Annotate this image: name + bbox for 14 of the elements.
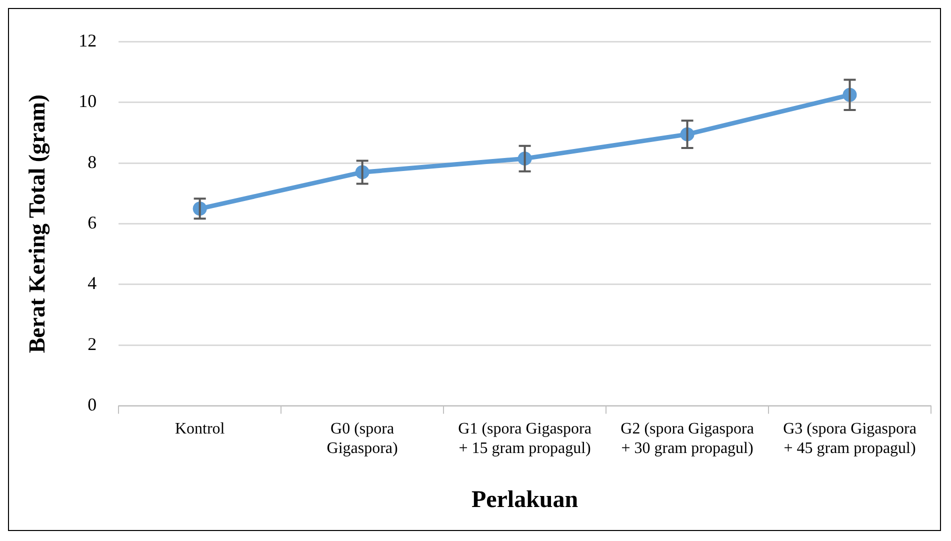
x-axis-title: Perlakuan bbox=[471, 486, 578, 513]
y-tick-label: 8 bbox=[88, 152, 97, 172]
x-tick-label: G3 (spora Gigaspora + 45 gram propagul) bbox=[783, 420, 916, 457]
x-tick-label: G2 (spora Gigaspora + 30 gram propagul) bbox=[620, 420, 754, 457]
y-tick-label: 6 bbox=[88, 212, 97, 233]
y-tick-label: 10 bbox=[78, 91, 97, 112]
y-tick-label: 0 bbox=[88, 394, 97, 415]
y-axis-title: Berat Kering Total (gram) bbox=[24, 94, 51, 354]
x-tick-label: G1 (spora Gigaspora + 15 gram propagul) bbox=[458, 420, 592, 457]
x-tick-label: Kontrol bbox=[174, 420, 226, 438]
y-tick-label: 12 bbox=[78, 30, 97, 51]
y-tick-label: 4 bbox=[88, 273, 97, 294]
x-tick-label: G0 (spora Gigaspora) bbox=[326, 420, 398, 457]
y-tick-label: 2 bbox=[88, 334, 97, 354]
